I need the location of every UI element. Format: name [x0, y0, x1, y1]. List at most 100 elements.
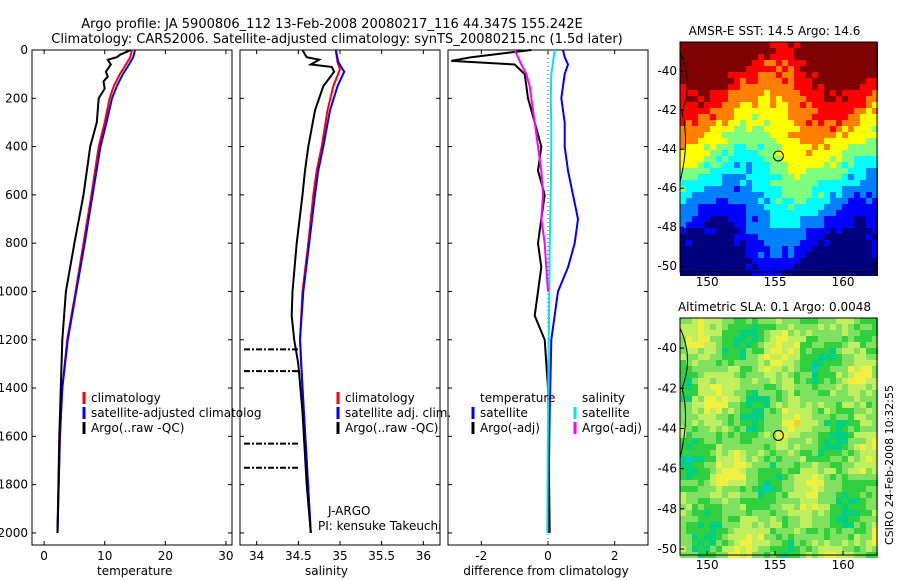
map-1-cell	[866, 192, 872, 198]
map-1-cell	[872, 120, 878, 126]
map-2-cell	[776, 318, 782, 324]
map-1-cell	[776, 60, 782, 66]
map-2-cell	[872, 342, 878, 348]
map-1-cell	[788, 84, 794, 90]
map-1-cell	[848, 114, 854, 120]
map-1-cell	[716, 228, 722, 234]
map-1-cell	[872, 144, 878, 150]
map-2-cell	[824, 462, 830, 468]
map-2-xtick-label: 150	[696, 558, 719, 572]
map-1-cell	[764, 138, 770, 144]
map-1-cell	[770, 114, 776, 120]
map-2-cell	[734, 492, 740, 498]
map-1-cell	[698, 132, 704, 138]
map-1-cell	[872, 246, 878, 252]
map-1-cell	[824, 132, 830, 138]
map-1-cell	[830, 156, 836, 162]
map-2-cell	[860, 324, 866, 330]
map-2-cell	[830, 420, 836, 426]
map-2-cell	[800, 474, 806, 480]
map-2-cell	[716, 450, 722, 456]
map-2-cell	[686, 510, 692, 516]
map-1-cell	[812, 90, 818, 96]
map-1-cell	[860, 264, 866, 270]
map-1-cell	[776, 216, 782, 222]
map-1-cell	[776, 168, 782, 174]
map-1-cell	[848, 66, 854, 72]
map-2-cell	[800, 426, 806, 432]
map-2-cell	[692, 318, 698, 324]
map-1-cell	[818, 90, 824, 96]
map-2-cell	[788, 390, 794, 396]
map-1-cell	[716, 90, 722, 96]
map-1-cell	[848, 42, 854, 48]
map-1-cell	[698, 174, 704, 180]
map-2-cell	[758, 336, 764, 342]
map-2-cell	[830, 348, 836, 354]
map-2-cell	[740, 438, 746, 444]
map-1-cell	[854, 48, 860, 54]
map-2-cell	[782, 510, 788, 516]
map-2-cell	[692, 510, 698, 516]
map-2-cell	[794, 468, 800, 474]
map-2-cell	[818, 336, 824, 342]
map-2-cell	[782, 540, 788, 546]
map-2-cell	[740, 480, 746, 486]
map-1-cell	[770, 228, 776, 234]
map-2-cell	[722, 354, 728, 360]
map-2-cell	[842, 492, 848, 498]
map-1-cell	[836, 138, 842, 144]
map-2-cell	[770, 540, 776, 546]
map-2-cell	[830, 516, 836, 522]
map-1-cell	[734, 108, 740, 114]
map-2-cell	[728, 492, 734, 498]
map-2-cell	[680, 438, 686, 444]
map-2-cell	[698, 432, 704, 438]
map-1-cell	[848, 162, 854, 168]
map-1-cell	[782, 84, 788, 90]
map-2-cell	[866, 390, 872, 396]
map-2-cell	[788, 468, 794, 474]
map-1-cell	[704, 192, 710, 198]
map-1-cell	[740, 42, 746, 48]
map-2-cell	[794, 354, 800, 360]
depth-tick-label: 1400	[0, 381, 28, 395]
map-1-cell	[710, 168, 716, 174]
map-1-cell	[782, 186, 788, 192]
map-1-cell	[788, 138, 794, 144]
map-2-cell	[782, 372, 788, 378]
map-2-cell	[842, 540, 848, 546]
map-2-cell	[728, 474, 734, 480]
map-2-cell	[824, 336, 830, 342]
map-1-cell	[746, 162, 752, 168]
map-1-cell	[836, 132, 842, 138]
map-1-cell	[818, 102, 824, 108]
profile-panel-2-xtick-label: 35	[332, 549, 347, 563]
map-1-cell	[818, 210, 824, 216]
map-2-cell	[776, 546, 782, 552]
map-1-cell	[716, 180, 722, 186]
map-2-cell	[788, 432, 794, 438]
map-2-ytick-label: -50	[657, 542, 677, 556]
map-2-cell	[860, 522, 866, 528]
map-2-cell	[746, 480, 752, 486]
map-2-cell	[848, 318, 854, 324]
map-2-cell	[854, 336, 860, 342]
map-1-cell	[818, 42, 824, 48]
map-1-cell	[722, 60, 728, 66]
map-2-cell	[764, 504, 770, 510]
map-1-cell	[842, 192, 848, 198]
map-1-cell	[746, 96, 752, 102]
map-2-cell	[872, 336, 878, 342]
map-1-cell	[830, 180, 836, 186]
map-1-cell	[722, 96, 728, 102]
map-2-cell	[818, 504, 824, 510]
map-1-cell	[842, 264, 848, 270]
map-2-cell	[866, 432, 872, 438]
map-1-cell	[770, 234, 776, 240]
map-2-cell	[872, 324, 878, 330]
map-1-cell	[698, 96, 704, 102]
map-2-cell	[764, 396, 770, 402]
map-1-cell	[746, 90, 752, 96]
map-1-cell	[680, 228, 686, 234]
